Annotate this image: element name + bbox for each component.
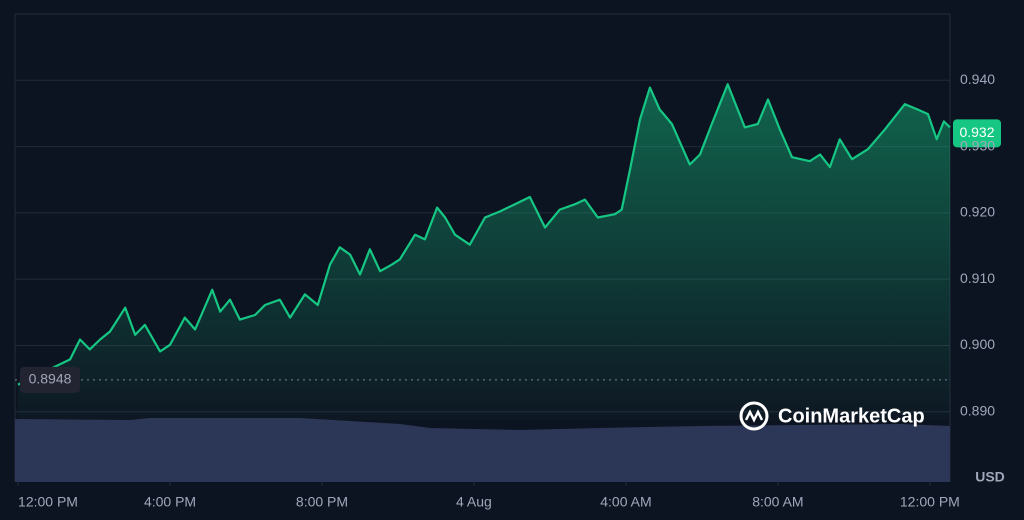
- x-tick-label: 4 Aug: [456, 494, 492, 510]
- price-area: [18, 84, 950, 421]
- x-tick-label: 12:00 PM: [18, 494, 78, 510]
- plot-group: 0.8948 0.932: [15, 83, 1001, 421]
- y-tick-label: 0.910: [960, 270, 995, 286]
- x-tick-label: 8:00 PM: [296, 494, 348, 510]
- watermark-text: CoinMarketCap: [778, 405, 925, 427]
- watermark-logo: [739, 401, 769, 431]
- y-tick-label: 0.940: [960, 71, 995, 87]
- reference-label: 0.8948: [29, 371, 72, 387]
- y-tick-label: 0.920: [960, 204, 995, 220]
- x-tick-label: 12:00 PM: [900, 494, 960, 510]
- watermark-logo-mark: [744, 409, 764, 423]
- watermark: CoinMarketCap: [739, 401, 925, 431]
- x-tick-label: 4:00 AM: [600, 494, 651, 510]
- reference-badge: [20, 366, 80, 393]
- volume-area: [15, 418, 950, 482]
- current-price-badge: [953, 119, 1001, 148]
- y-tick-label: 0.890: [960, 402, 995, 418]
- y-tick-label: 0.930: [960, 137, 995, 153]
- price-line: [17, 83, 951, 386]
- x-tick-label: 8:00 AM: [752, 494, 803, 510]
- current-price-label: 0.932: [959, 124, 994, 140]
- y-tick-label: 0.900: [960, 336, 995, 352]
- currency-label: USD: [975, 469, 1005, 485]
- x-tick-label: 4:00 PM: [144, 494, 196, 510]
